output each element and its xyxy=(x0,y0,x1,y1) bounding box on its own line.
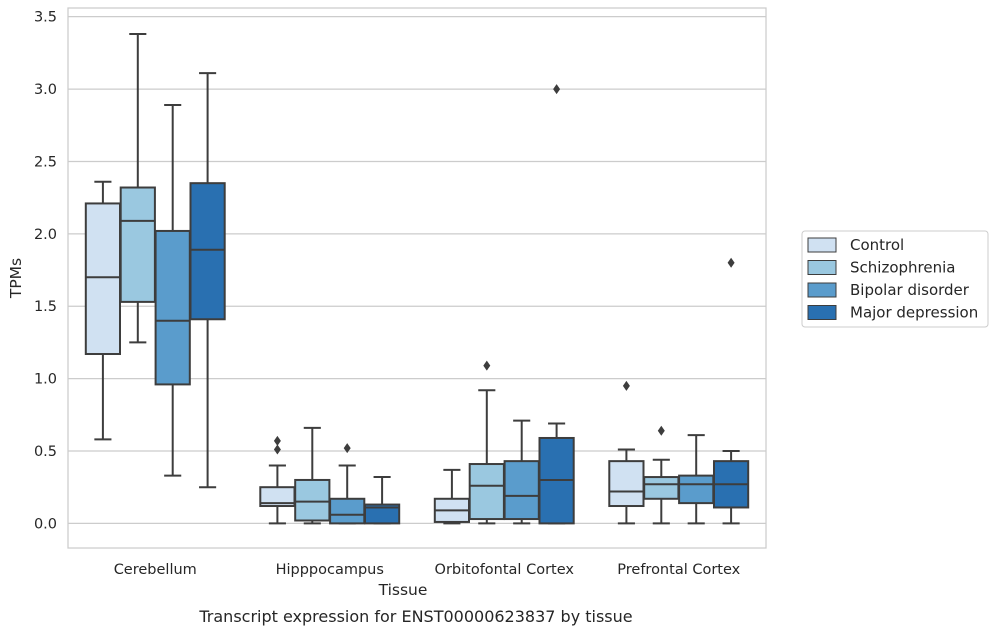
box-group xyxy=(294,426,331,525)
x-axis-title: Tissue xyxy=(378,581,428,599)
box-group xyxy=(643,425,680,525)
plot-frame xyxy=(67,7,767,549)
box xyxy=(119,186,156,303)
legend-label: Control xyxy=(850,236,904,254)
box xyxy=(329,497,366,525)
outlier-point xyxy=(657,425,665,436)
outlier-point xyxy=(622,380,630,391)
box-group xyxy=(712,257,750,525)
box xyxy=(294,478,331,522)
legend-items: Control Schizophrenia Bipolar disorder Majo… xyxy=(807,236,978,322)
box-group xyxy=(259,435,296,525)
box-layer xyxy=(84,33,750,525)
legend-swatch xyxy=(807,305,837,320)
box-group xyxy=(84,180,122,441)
legend-swatch xyxy=(807,237,837,253)
y-tick-label: 3.5 xyxy=(34,10,57,26)
legend-frame xyxy=(801,230,989,328)
legend: Control Schizophrenia Bipolar disorder Majo… xyxy=(801,230,989,328)
y-tick-label: 0.0 xyxy=(34,516,57,532)
box xyxy=(189,182,226,321)
box-group xyxy=(608,380,645,525)
y-tick-label: 2.5 xyxy=(34,154,57,170)
y-tick-label: 2.0 xyxy=(34,227,57,243)
x-tick-label: Hipppocampus xyxy=(276,562,384,578)
outlier-point xyxy=(553,84,561,95)
legend-label: Schizophrenia xyxy=(850,259,955,277)
y-tick-labels: 0.0 0.5 1.0 1.5 2.0 2.5 3.0 3.5 xyxy=(34,10,57,533)
chart-caption: Transcript expression for ENST0000062383… xyxy=(198,607,632,626)
box xyxy=(468,463,505,521)
box xyxy=(678,474,715,505)
box-group xyxy=(538,84,575,525)
y-tick-label: 1.5 xyxy=(34,299,57,315)
box xyxy=(363,503,401,525)
box-group xyxy=(433,468,471,525)
outlier-point xyxy=(727,257,735,268)
box xyxy=(608,460,645,508)
legend-swatch xyxy=(807,260,837,275)
x-tick-label: Cerebellum xyxy=(114,562,197,578)
legend-swatch xyxy=(807,282,837,298)
y-tick-label: 3.0 xyxy=(34,82,57,98)
box xyxy=(84,202,122,356)
legend-label: Major depression xyxy=(850,304,978,322)
box-group xyxy=(154,103,191,477)
box-group xyxy=(329,443,366,525)
outlier-point xyxy=(273,444,281,455)
y-axis-title: TPMs xyxy=(7,258,25,299)
box xyxy=(503,460,540,521)
box-group xyxy=(119,33,156,344)
x-tick-label: Prefrontal Cortex xyxy=(617,562,740,578)
outlier-point xyxy=(273,435,281,446)
x-tick-labels: Cerebellum Hipppocampus Orbitofontal Corte… xyxy=(114,562,741,578)
legend-label: Bipolar disorder xyxy=(850,281,970,299)
y-tick-label: 1.0 xyxy=(34,372,57,388)
box-group xyxy=(678,434,715,525)
x-tick-label: Orbitofontal Cortex xyxy=(435,562,575,578)
outlier-point xyxy=(343,443,351,454)
box-group xyxy=(189,72,226,489)
box-group xyxy=(363,476,401,525)
box xyxy=(643,476,680,500)
box xyxy=(154,229,191,386)
outlier-point xyxy=(483,360,491,371)
box-group xyxy=(503,419,540,525)
y-tick-label: 0.5 xyxy=(34,444,57,460)
box-group xyxy=(468,360,505,525)
